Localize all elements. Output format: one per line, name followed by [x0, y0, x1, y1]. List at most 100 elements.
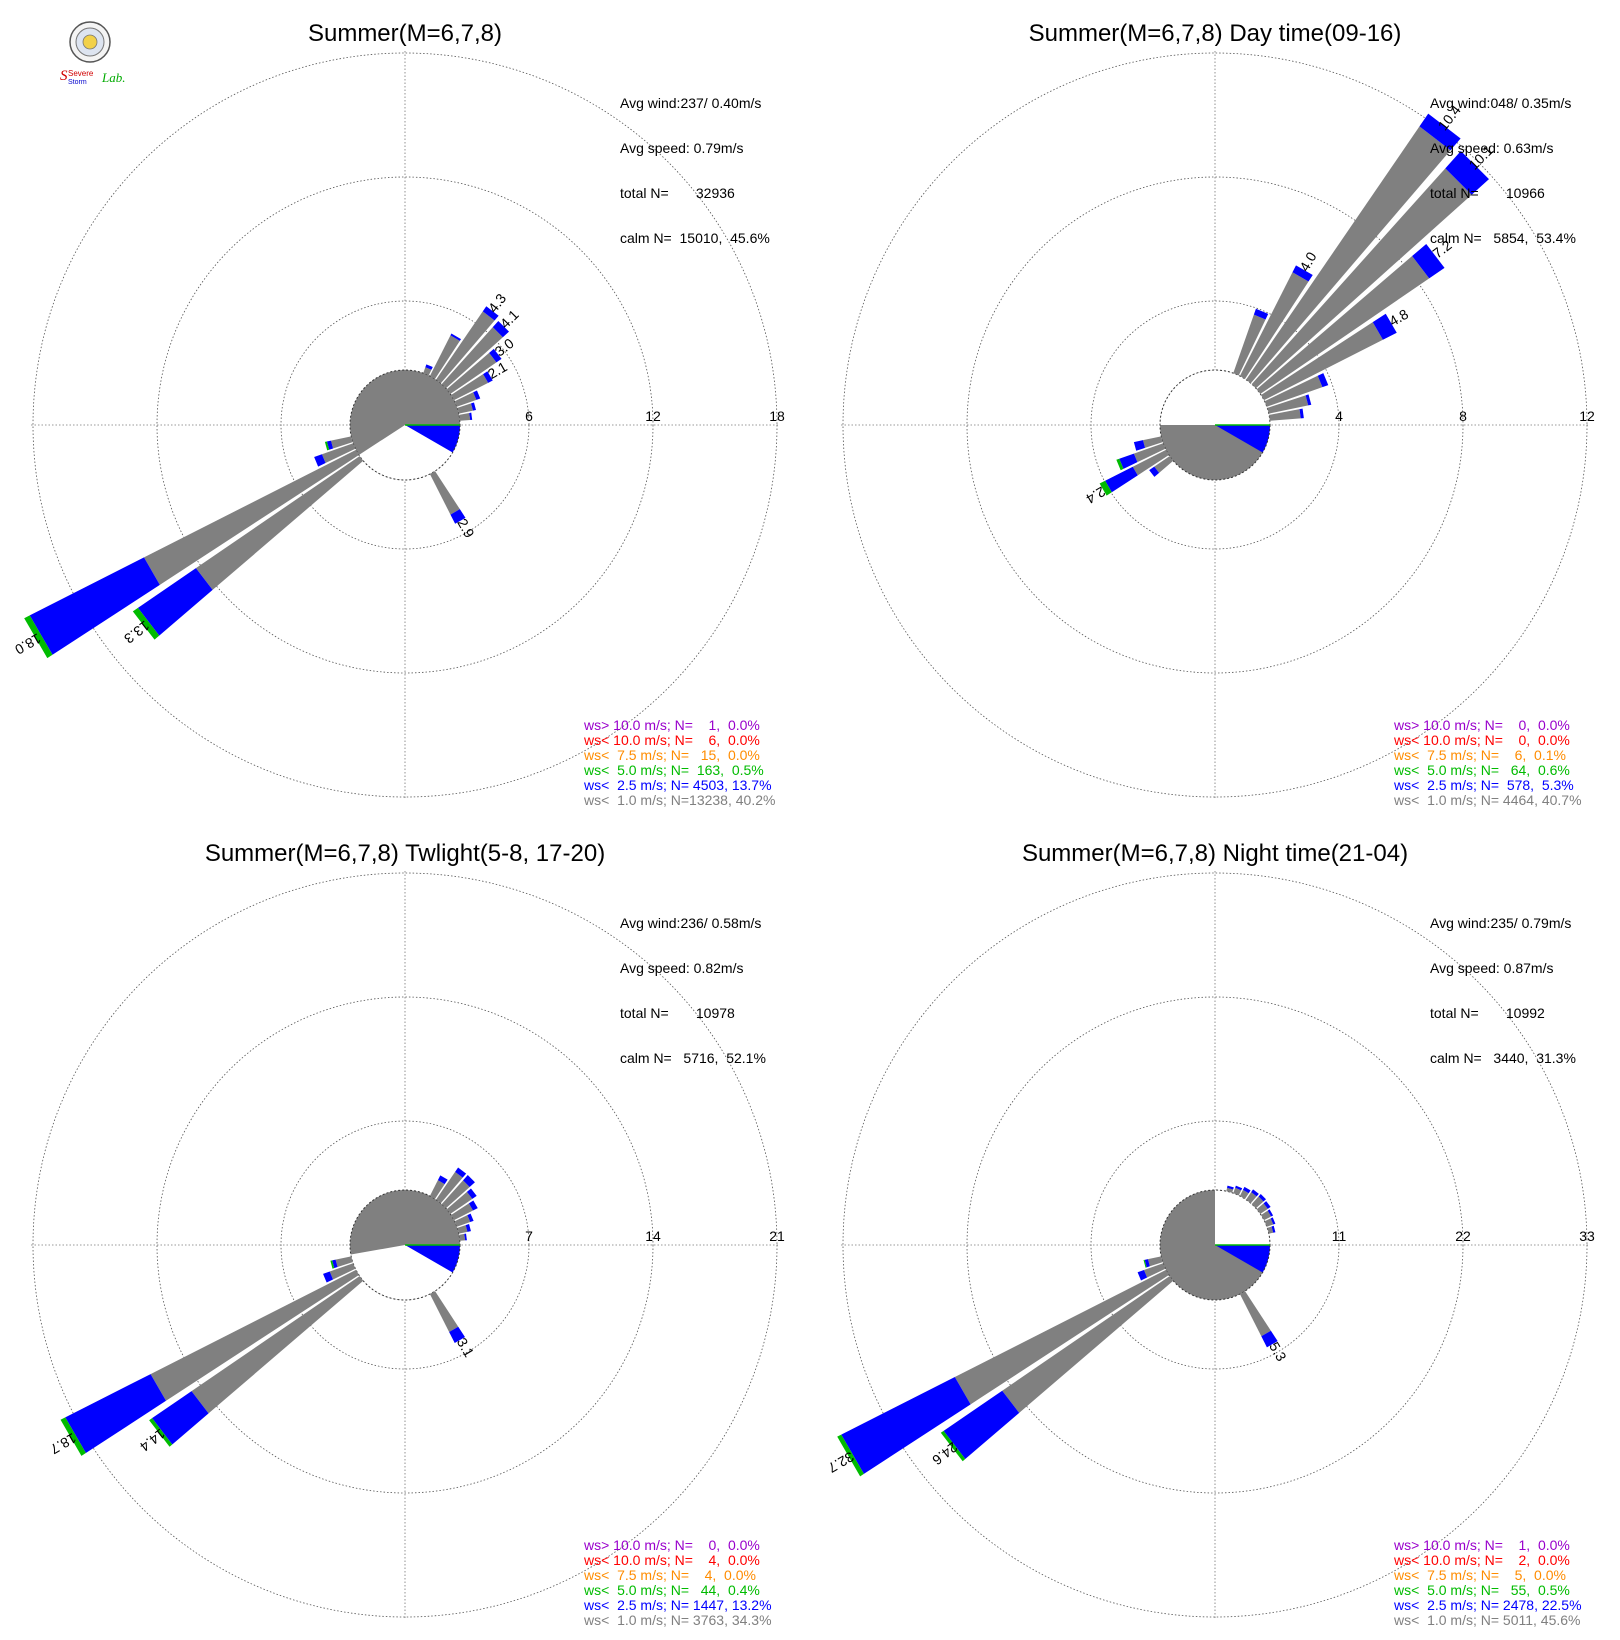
petal-blue-segment: [1253, 308, 1269, 320]
petal-value-label: 18.0: [12, 630, 44, 658]
petal-gray-segment: [423, 367, 432, 376]
petal-gray-segment: [954, 1269, 1169, 1405]
petal-blue-segment: [314, 454, 326, 467]
petal-gray-segment: [1132, 449, 1169, 476]
total-count-stat: total N= 10992: [1430, 1005, 1545, 1021]
petal-gray-segment: [1267, 395, 1309, 414]
petal-gray-segment: [1002, 1276, 1174, 1413]
petal-gray-segment: [436, 1171, 463, 1204]
speed-legend: ws> 10.0 m/s; N= 1, 0.0% ws< 10.0 m/s; N=…: [584, 718, 775, 808]
stats-block: Avg wind:236/ 0.58m/s Avg speed: 0.82m/s…: [620, 886, 766, 1096]
petal-blue-segment: [1412, 243, 1445, 279]
petal-value-label: 32.7: [825, 1449, 857, 1477]
legend-entry: ws< 5.0 m/s; N= 163, 0.5%: [584, 762, 764, 778]
petal-blue-segment: [1419, 113, 1461, 151]
petal-blue-segment: [1317, 373, 1329, 388]
petal-blue-segment: [437, 1175, 448, 1185]
wind-rose-panel: 6 12 18 4.3 4.1 3.0 2.1 2.9 13.3 18.0 Summer(M=6,…: [0, 0, 810, 820]
petal-blue-segment: [65, 1374, 167, 1454]
lab-seal-icon: S Severe Storm Lab.: [60, 21, 125, 86]
calm-sector: [1215, 1190, 1270, 1245]
petal-gray-segment: [1142, 436, 1163, 448]
petal-blue-segment: [1263, 1201, 1271, 1209]
legend-entry: ws< 5.0 m/s; N= 55, 0.5%: [1394, 1582, 1570, 1598]
petal-blue-segment: [449, 1326, 466, 1344]
wind-rose-panel: 4 8 12 4.0 10.4 10.1 7.2 4.8 2.4 Summer(M=6,7,8)…: [810, 0, 1620, 820]
legend-entry: ws< 10.0 m/s; N= 6, 0.0%: [584, 732, 760, 748]
petal-gray-segment: [457, 1225, 468, 1234]
petal-blue-segment: [492, 320, 510, 338]
petal-gray-segment: [321, 443, 356, 464]
legend-entry: ws< 1.0 m/s; N= 5011, 45.6%: [1394, 1612, 1581, 1628]
range-ring: [156, 996, 654, 1494]
petal-green-segment: [940, 1430, 966, 1462]
petal-gray-segment: [150, 1269, 359, 1401]
ring-label: 12: [1579, 408, 1595, 424]
petal-gray-segment: [1239, 1189, 1249, 1199]
avg-wind-stat: Avg wind:235/ 0.79m/s: [1430, 915, 1572, 931]
calm-blue-sector: [1215, 425, 1270, 453]
avg-wind-stat: Avg wind:048/ 0.35m/s: [1430, 95, 1572, 111]
petal-gray-segment: [1264, 375, 1323, 407]
petal-green-segment: [60, 1417, 86, 1456]
petal-gray-segment: [1246, 126, 1451, 384]
legend-entry: ws< 1.0 m/s; N= 4464, 40.7%: [1394, 792, 1582, 808]
petal-green-segment: [132, 607, 160, 640]
svg-text:Lab.: Lab.: [101, 70, 125, 85]
avg-wind-stat: Avg wind:236/ 0.58m/s: [620, 915, 762, 931]
petal-blue-segment: [1227, 1185, 1234, 1190]
petal-gray-segment: [191, 1276, 364, 1414]
chart-title: Summer(M=6,7,8) Night time(21-04): [1021, 840, 1409, 867]
total-count-stat: total N= 10978: [620, 1005, 735, 1021]
petal-gray-segment: [1143, 1263, 1166, 1278]
stats-block: Avg wind:048/ 0.35m/s Avg speed: 0.63m/s…: [1430, 66, 1576, 276]
petal-gray-segment: [1251, 168, 1472, 389]
petal-gray-segment: [1133, 443, 1166, 463]
wind-rose-plot: 11 22 335.324.632.7: [825, 871, 1595, 1619]
petal-gray-segment: [1256, 1203, 1268, 1214]
petal-blue-segment: [1133, 440, 1146, 451]
total-count-stat: total N= 32936: [620, 185, 735, 201]
legend-entry: ws< 1.0 m/s; N=13238, 40.2%: [584, 792, 776, 808]
legend-entry: ws< 2.5 m/s; N= 2478, 22.5%: [1394, 1597, 1582, 1613]
petal-gray-segment: [1233, 314, 1266, 376]
petal-gray-segment: [454, 392, 477, 407]
petal-blue-segment: [1251, 1189, 1259, 1197]
ring-label: 12: [645, 408, 661, 424]
petal-blue-segment: [326, 440, 334, 450]
petal-gray-segment: [436, 311, 495, 384]
petal-blue-segment: [1242, 1186, 1251, 1194]
chart-title: Summer(M=6,7,8): [307, 20, 503, 47]
legend-entry: ws< 7.5 m/s; N= 4, 0.0%: [584, 1567, 756, 1583]
petal-blue-segment: [450, 333, 461, 341]
ring-label: 21: [769, 1228, 785, 1244]
ring-label: 6: [525, 408, 533, 424]
petal-blue-segment: [1271, 1225, 1276, 1233]
petal-blue-segment: [1445, 151, 1489, 195]
calm-sector: [1160, 370, 1270, 425]
petal-gray-segment: [451, 374, 489, 401]
chart-title: Summer(M=6,7,8) Twlight(5-8, 17-20): [204, 840, 606, 867]
petal-gray-segment: [1269, 409, 1301, 421]
petal-gray-segment: [441, 1180, 470, 1209]
petal-green-segment: [330, 1260, 335, 1269]
petal-gray-segment: [330, 436, 353, 449]
petal-value-label: 18.7: [47, 1430, 79, 1458]
petal-gray-segment: [429, 1291, 459, 1332]
legend-entry: ws< 10.0 m/s; N= 2, 0.0%: [1394, 1552, 1570, 1568]
petal-green-segment: [1099, 480, 1112, 496]
ring-label: 11: [1332, 1228, 1347, 1244]
petal-blue-segment: [463, 1175, 475, 1187]
petal-blue-segment: [1144, 1259, 1150, 1268]
calm-blue-sector: [405, 425, 460, 453]
legend-entry: ws< 2.5 m/s; N= 578, 5.3%: [1394, 777, 1574, 793]
stats-block: Avg wind:235/ 0.79m/s Avg speed: 0.87m/s…: [1430, 886, 1576, 1096]
petal-blue-segment: [469, 412, 473, 420]
petal-gray-segment: [335, 1256, 353, 1268]
petal-gray-segment: [1256, 256, 1430, 394]
avg-wind-stat: Avg wind:237/ 0.40m/s: [620, 95, 762, 111]
ring-label: 33: [1579, 1228, 1595, 1244]
petal-gray-segment: [1261, 1210, 1272, 1221]
petal-gray-segment: [429, 471, 460, 515]
